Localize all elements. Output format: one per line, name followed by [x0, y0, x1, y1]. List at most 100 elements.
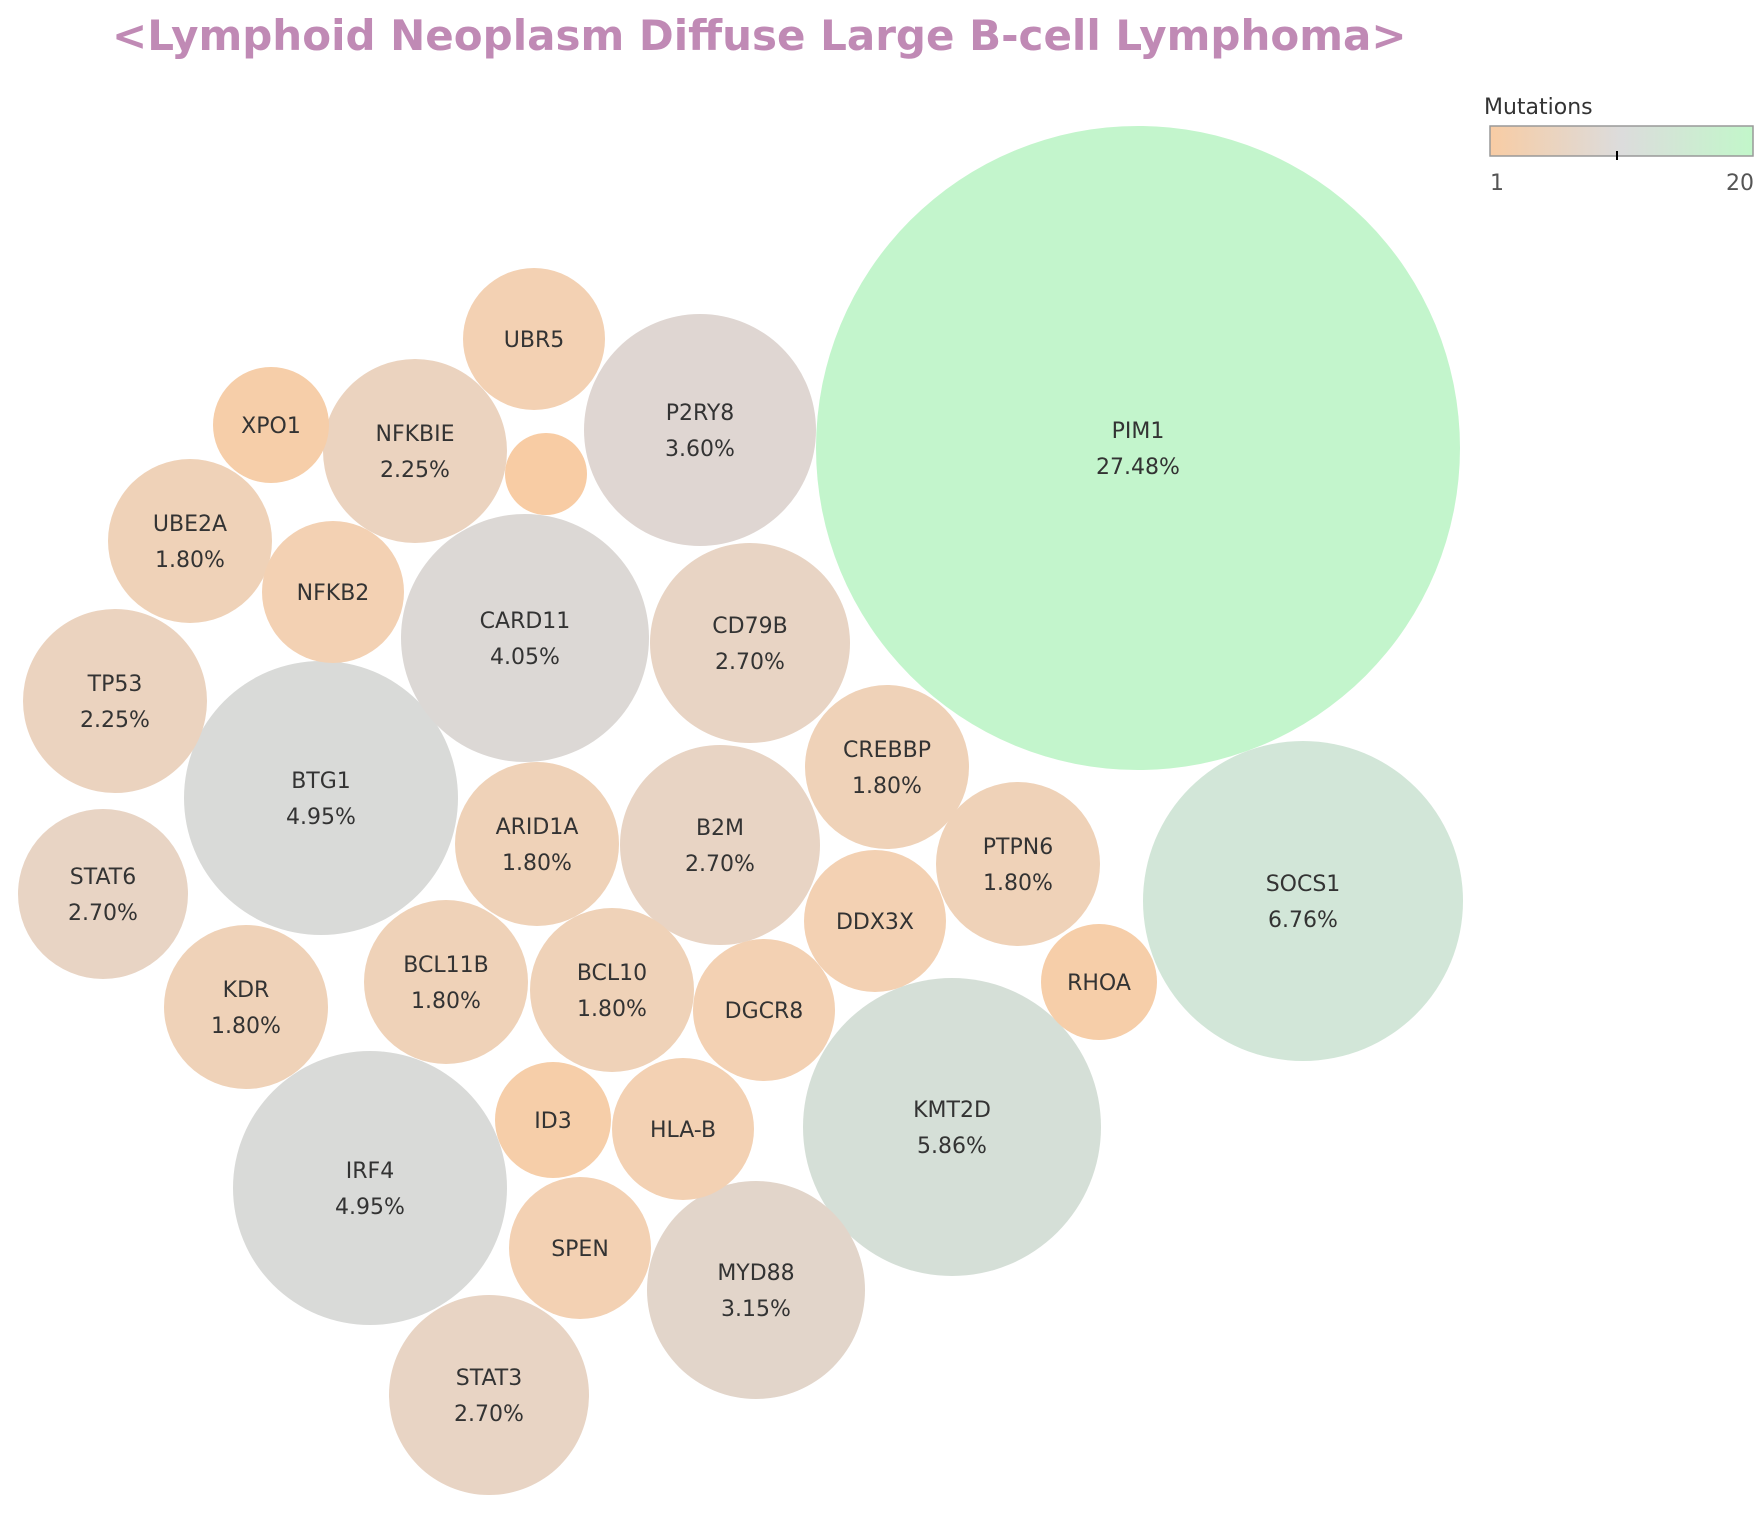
bubble-circle: [364, 900, 528, 1064]
bubble-gene-label: B2M: [696, 816, 744, 841]
bubble-circle: [936, 782, 1100, 946]
bubble-percent-label: 2.70%: [68, 901, 138, 926]
bubble-b2m: B2M 2.70%: [620, 745, 820, 945]
bubble-circle: [108, 459, 272, 623]
bubble-circle: [620, 745, 820, 945]
bubble-percent-label: 3.15%: [721, 1297, 791, 1322]
bubble-percent-label: 5.86%: [917, 1134, 987, 1159]
bubble-nfkbie: NFKBIE 2.25%: [323, 359, 507, 543]
bubble-percent-label: 1.80%: [577, 997, 647, 1022]
bubble-percent-label: 4.95%: [286, 805, 356, 830]
bubble-gene-label: STAT6: [70, 865, 136, 890]
legend-color-bar: [1489, 125, 1754, 157]
legend-title: Mutations: [1484, 95, 1593, 120]
bubble-gene-label: ID3: [534, 1109, 571, 1134]
bubble-circle: [323, 359, 507, 543]
bubble-gene-label: SOCS1: [1266, 872, 1341, 897]
bubble-percent-label: 6.76%: [1268, 908, 1338, 933]
bubble-percent-label: 2.25%: [80, 708, 150, 733]
bubble-gene-label: PTPN6: [983, 835, 1053, 860]
bubble-circle: [262, 521, 404, 663]
bubble-btg1: BTG1 4.95%: [184, 661, 458, 935]
bubble-kmt2d: KMT2D 5.86%: [803, 978, 1101, 1276]
bubble-myd88: MYD88 3.15%: [647, 1181, 865, 1399]
bubble-percent-label: 27.48%: [1096, 455, 1180, 480]
bubble-circle: [509, 1177, 651, 1319]
bubble-dgcr8: DGCR8: [693, 939, 835, 1081]
bubble-circle: [389, 1295, 589, 1495]
bubble-circle: [612, 1058, 754, 1200]
bubble-kdr: KDR 1.80%: [164, 925, 328, 1089]
bubble-gene-label: RHOA: [1067, 971, 1131, 996]
bubble-bcl10: BCL10 1.80%: [530, 908, 694, 1072]
bubble-gene-label: IRF4: [346, 1159, 394, 1184]
bubble-stat3: STAT3 2.70%: [389, 1295, 589, 1495]
bubble-gene-label: BCL10: [577, 961, 647, 986]
bubble-gene-label: MYD88: [717, 1261, 794, 1286]
bubble-stat6: STAT6 2.70%: [18, 809, 188, 979]
bubble-circle: [584, 314, 816, 546]
bubble-percent-label: 1.80%: [852, 774, 922, 799]
bubble-circle: [164, 925, 328, 1089]
bubble-irf4: IRF4 4.95%: [233, 1051, 507, 1325]
bubble-gene-label: ARID1A: [496, 815, 579, 840]
bubble-socs1: SOCS1 6.76%: [1143, 741, 1463, 1061]
bubble-circle: [805, 685, 969, 849]
bubble-ddx3x: DDX3X: [804, 850, 946, 992]
bubble-xpo1: XPO1: [213, 367, 329, 483]
bubble-arid1a: ARID1A 1.80%: [455, 762, 619, 926]
bubble-percent-label: 4.95%: [335, 1195, 405, 1220]
bubble-ptpn6: PTPN6 1.80%: [936, 782, 1100, 946]
bubble-circle: [213, 367, 329, 483]
bubble-unlabeled-30: [505, 433, 587, 515]
bubble-percent-label: 1.80%: [411, 989, 481, 1014]
bubble-cd79b: CD79B 2.70%: [650, 543, 850, 743]
bubble-circle: [23, 609, 207, 793]
bubble-gene-label: NFKBIE: [375, 422, 454, 447]
bubble-tp53: TP53 2.25%: [23, 609, 207, 793]
bubble-gene-label: CREBBP: [843, 738, 931, 763]
bubble-circle: [530, 908, 694, 1072]
bubble-crebbp: CREBBP 1.80%: [805, 685, 969, 849]
bubble-percent-label: 4.05%: [490, 645, 560, 670]
bubble-percent-label: 1.80%: [983, 871, 1053, 896]
bubble-percent-label: 3.60%: [665, 437, 735, 462]
bubble-circle: [693, 939, 835, 1081]
bubble-circle: [18, 809, 188, 979]
bubble-gene-label: CD79B: [712, 614, 787, 639]
bubble-gene-label: UBE2A: [153, 512, 227, 537]
bubble-circle: [184, 661, 458, 935]
bubble-rhoa: RHOA: [1041, 924, 1157, 1040]
legend-min-label: 1: [1490, 171, 1504, 196]
bubble-circle: [1143, 741, 1463, 1061]
bubble-percent-label: 1.80%: [211, 1014, 281, 1039]
bubble-gene-label: PIM1: [1112, 419, 1165, 444]
bubble-p2ry8: P2RY8 3.60%: [584, 314, 816, 546]
bubble-ube2a: UBE2A 1.80%: [108, 459, 272, 623]
bubble-circle: [455, 762, 619, 926]
chart-legend: Mutations 1 20: [1484, 95, 1754, 196]
bubble-gene-label: CARD11: [480, 609, 571, 634]
bubble-circle: [650, 543, 850, 743]
bubble-gene-label: DGCR8: [725, 999, 804, 1024]
bubble-gene-label: BCL11B: [403, 953, 488, 978]
bubble-gene-label: SPEN: [551, 1237, 609, 1262]
bubble-percent-label: 2.70%: [454, 1402, 524, 1427]
bubble-percent-label: 2.70%: [715, 650, 785, 675]
bubble-circle: [233, 1051, 507, 1325]
bubble-percent-label: 2.25%: [380, 458, 450, 483]
bubble-circle: [401, 514, 649, 762]
bubble-hla-b: HLA-B: [612, 1058, 754, 1200]
bubble-id3: ID3: [495, 1062, 611, 1178]
bubble-percent-label: 1.80%: [155, 548, 225, 573]
bubble-card11: CARD11 4.05%: [401, 514, 649, 762]
bubble-percent-label: 1.80%: [502, 851, 572, 876]
bubble-circle: [804, 850, 946, 992]
bubble-circle: [1041, 924, 1157, 1040]
bubble-percent-label: 2.70%: [685, 852, 755, 877]
bubble-gene-label: KDR: [223, 978, 270, 1003]
bubble-pim1: PIM1 27.48%: [816, 126, 1460, 770]
bubble-spen: SPEN: [509, 1177, 651, 1319]
legend-max-label: 20: [1726, 171, 1754, 196]
